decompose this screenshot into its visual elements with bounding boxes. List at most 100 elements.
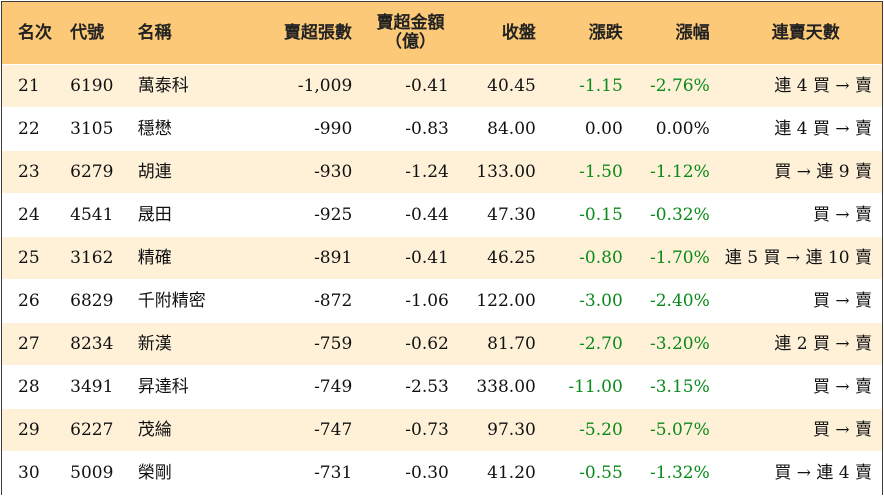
table-row[interactable]: 24 4541 晟田 -925 -0.44 47.30 -0.15 -0.32% 買 → 賣 xyxy=(2,194,882,237)
consecutive-days-cell: 買 → 賣 xyxy=(812,291,873,311)
close-cell: 338.00 xyxy=(476,377,536,397)
change-pct-cell: -0.32% xyxy=(649,205,710,225)
sell-volume-cell: -990 xyxy=(314,119,353,139)
header-consecutive-days[interactable]: 連賣天數 xyxy=(771,23,840,43)
table-row[interactable]: 25 3162 精確 -891 -0.41 46.25 -0.80 -1.70% 連 5 買 →… xyxy=(2,237,882,280)
change-cell: -5.20 xyxy=(579,420,623,440)
name-cell: 穩懋 xyxy=(137,119,172,139)
sell-volume-cell: -872 xyxy=(314,291,353,311)
close-cell: 41.20 xyxy=(487,463,536,483)
name-cell: 昇達科 xyxy=(137,377,189,397)
rank-cell: 23 xyxy=(18,162,40,182)
close-cell: 40.45 xyxy=(487,76,536,96)
sell-volume-cell: -759 xyxy=(314,334,353,354)
change-pct-cell: -3.15% xyxy=(649,377,710,397)
sell-amount-cell: -0.44 xyxy=(405,205,449,225)
change-cell: -11.00 xyxy=(568,377,623,397)
name-cell: 茂綸 xyxy=(137,420,172,440)
table-row[interactable]: 22 3105 穩懋 -990 -0.83 84.00 0.00 0.00% 連 4 買 → 賣 xyxy=(2,108,882,151)
sell-volume-cell: -1,009 xyxy=(297,76,353,96)
rank-cell: 25 xyxy=(18,248,40,268)
sell-amount-cell: -0.30 xyxy=(405,463,449,483)
rank-cell: 30 xyxy=(18,463,40,483)
table-row[interactable]: 30 5009 榮剛 -731 -0.30 41.20 -0.55 -1.32% 買 → 連 4… xyxy=(2,452,882,495)
sell-volume-cell: -749 xyxy=(314,377,353,397)
header-sell-volume[interactable]: 賣超張數 xyxy=(283,23,352,43)
change-cell: -2.70 xyxy=(579,334,623,354)
sell-volume-cell: -930 xyxy=(314,162,353,182)
name-cell: 榮剛 xyxy=(137,463,172,483)
header-name[interactable]: 名稱 xyxy=(137,23,172,43)
consecutive-days-cell: 買 → 連 4 賣 xyxy=(774,463,873,483)
sell-volume-cell: -731 xyxy=(314,463,353,483)
code-cell: 3105 xyxy=(70,119,114,139)
change-cell: -1.50 xyxy=(579,162,623,182)
change-cell: -1.15 xyxy=(579,76,623,96)
rank-cell: 26 xyxy=(18,291,40,311)
change-cell: -0.80 xyxy=(579,248,623,268)
code-cell: 8234 xyxy=(70,334,114,354)
code-cell: 6829 xyxy=(70,291,114,311)
close-cell: 133.00 xyxy=(476,162,536,182)
table-row[interactable]: 23 6279 胡連 -930 -1.24 133.00 -1.50 -1.12% 買 → 連 … xyxy=(2,151,882,194)
change-pct-cell: -2.76% xyxy=(649,76,710,96)
table-row[interactable]: 27 8234 新漢 -759 -0.62 81.70 -2.70 -3.20% 連 2 買 →… xyxy=(2,323,882,366)
table-row[interactable]: 21 6190 萬泰科 -1,009 -0.41 40.45 -1.15 -2.76% 連 4 … xyxy=(2,65,882,108)
sell-volume-cell: -891 xyxy=(314,248,353,268)
consecutive-days-cell: 連 4 買 → 賣 xyxy=(774,119,873,139)
name-cell: 新漢 xyxy=(137,334,172,354)
sell-amount-cell: -0.62 xyxy=(405,334,449,354)
header-change[interactable]: 漲跌 xyxy=(588,23,623,43)
change-pct-cell: -3.20% xyxy=(649,334,710,354)
consecutive-days-cell: 連 5 買 → 連 10 賣 xyxy=(724,248,873,268)
table-row[interactable]: 26 6829 千附精密 -872 -1.06 122.00 -3.00 -2.40% 買 → … xyxy=(2,280,882,323)
table-row[interactable]: 28 3491 昇達科 -749 -2.53 338.00 -11.00 -3.15% 買 → … xyxy=(2,366,882,409)
rank-cell: 21 xyxy=(18,76,40,96)
header-sell-amount-line2: （億） xyxy=(384,32,436,52)
sell-volume-cell: -925 xyxy=(314,205,353,225)
close-cell: 81.70 xyxy=(487,334,536,354)
table-header: 名次 代號 名稱 賣超張數 賣超金額 （億） 收盤 漲跌 漲幅 連賣天數 xyxy=(2,2,882,65)
change-pct-cell: -2.40% xyxy=(649,291,710,311)
change-pct-cell: 0.00% xyxy=(655,119,710,139)
table-row[interactable]: 29 6227 茂綸 -747 -0.73 97.30 -5.20 -5.07% 買 → 賣 xyxy=(2,409,882,452)
code-cell: 6279 xyxy=(70,162,114,182)
header-sell-amount[interactable]: 賣超金額 （億） xyxy=(352,14,449,52)
close-cell: 47.30 xyxy=(487,205,536,225)
code-cell: 5009 xyxy=(70,463,114,483)
close-cell: 122.00 xyxy=(476,291,536,311)
name-cell: 精確 xyxy=(137,248,172,268)
sell-amount-cell: -1.06 xyxy=(405,291,449,311)
sell-amount-cell: -2.53 xyxy=(405,377,449,397)
header-close[interactable]: 收盤 xyxy=(501,23,536,43)
header-rank[interactable]: 名次 xyxy=(18,23,52,43)
sell-amount-cell: -0.41 xyxy=(405,248,449,268)
code-cell: 6227 xyxy=(70,420,114,440)
change-cell: -0.55 xyxy=(579,463,623,483)
sell-volume-cell: -747 xyxy=(314,420,353,440)
close-cell: 84.00 xyxy=(487,119,536,139)
sell-amount-cell: -1.24 xyxy=(405,162,449,182)
sell-amount-cell: -0.73 xyxy=(405,420,449,440)
rank-cell: 29 xyxy=(18,420,40,440)
name-cell: 萬泰科 xyxy=(137,76,189,96)
sell-amount-cell: -0.41 xyxy=(405,76,449,96)
table-body: 21 6190 萬泰科 -1,009 -0.41 40.45 -1.15 -2.76% 連 4 … xyxy=(2,65,882,495)
header-change-pct[interactable]: 漲幅 xyxy=(675,23,710,43)
consecutive-days-cell: 買 → 賣 xyxy=(812,420,873,440)
code-cell: 3491 xyxy=(70,377,114,397)
change-cell: -3.00 xyxy=(579,291,623,311)
header-sell-amount-line1: 賣超金額 xyxy=(376,13,445,33)
code-cell: 4541 xyxy=(70,205,114,225)
change-cell: -0.15 xyxy=(579,205,623,225)
header-code[interactable]: 代號 xyxy=(70,23,105,43)
consecutive-days-cell: 買 → 連 9 賣 xyxy=(774,162,873,182)
change-pct-cell: -5.07% xyxy=(649,420,710,440)
code-cell: 6190 xyxy=(70,76,114,96)
close-cell: 46.25 xyxy=(487,248,536,268)
rank-cell: 22 xyxy=(18,119,40,139)
sell-amount-cell: -0.83 xyxy=(405,119,449,139)
rank-cell: 24 xyxy=(18,205,40,225)
consecutive-days-cell: 買 → 賣 xyxy=(812,377,873,397)
